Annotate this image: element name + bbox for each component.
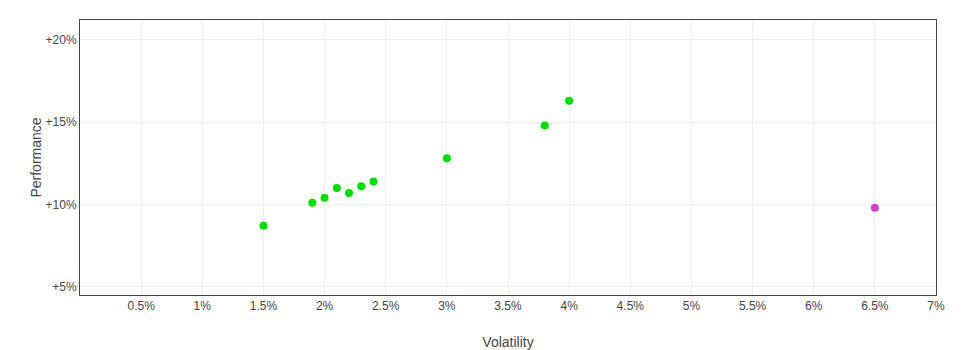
svg-text:Performance: Performance <box>28 117 44 197</box>
svg-text:+10%: +10% <box>46 198 77 212</box>
svg-text:2.5%: 2.5% <box>372 299 400 313</box>
svg-text:3.5%: 3.5% <box>494 299 522 313</box>
svg-text:1%: 1% <box>194 299 212 313</box>
svg-text:6%: 6% <box>805 299 823 313</box>
svg-text:+15%: +15% <box>46 115 77 129</box>
svg-text:+20%: +20% <box>46 33 77 47</box>
svg-text:3%: 3% <box>438 299 456 313</box>
svg-text:6.5%: 6.5% <box>861 299 889 313</box>
svg-text:Volatility: Volatility <box>482 334 533 350</box>
svg-text:5.5%: 5.5% <box>739 299 767 313</box>
svg-text:4.5%: 4.5% <box>617 299 645 313</box>
svg-text:1.5%: 1.5% <box>250 299 278 313</box>
svg-text:2%: 2% <box>316 299 334 313</box>
svg-text:5%: 5% <box>683 299 701 313</box>
svg-text:4%: 4% <box>560 299 578 313</box>
svg-text:+5%: +5% <box>52 280 77 294</box>
svg-text:7%: 7% <box>927 299 945 313</box>
svg-text:0.5%: 0.5% <box>127 299 155 313</box>
